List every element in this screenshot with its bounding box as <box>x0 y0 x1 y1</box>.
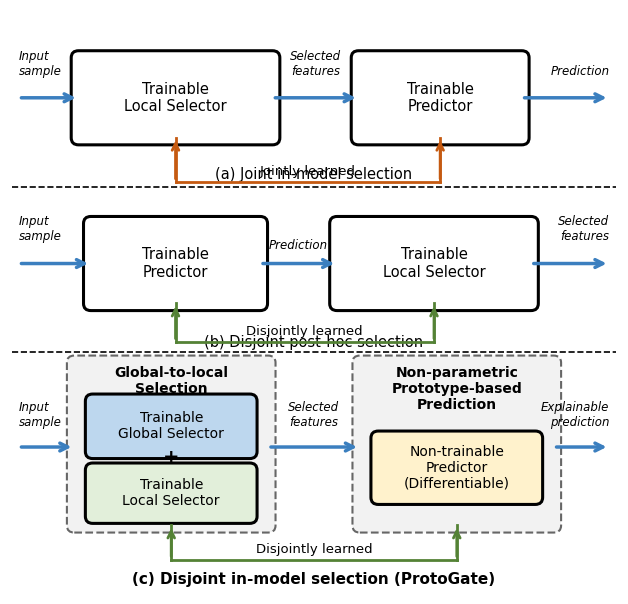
Text: Non-parametric
Prototype-based
Prediction: Non-parametric Prototype-based Predictio… <box>391 365 522 412</box>
Text: (c) Disjoint in-model selection (ProtoGate): (c) Disjoint in-model selection (ProtoGa… <box>133 571 495 586</box>
Text: Trainable
Local Selector: Trainable Local Selector <box>382 247 485 280</box>
FancyBboxPatch shape <box>352 356 561 533</box>
Text: Input
sample: Input sample <box>19 401 62 429</box>
Text: (b) Disjoint post-hoc selection: (b) Disjoint post-hoc selection <box>205 335 423 350</box>
Text: +: + <box>163 448 180 466</box>
Text: Disjointly learned: Disjointly learned <box>246 325 363 338</box>
Text: Non-trainable
Predictor
(Differentiable): Non-trainable Predictor (Differentiable) <box>404 445 510 491</box>
FancyBboxPatch shape <box>85 463 257 524</box>
FancyBboxPatch shape <box>330 216 538 310</box>
Text: Prediction: Prediction <box>269 239 328 252</box>
Text: Trainable
Predictor: Trainable Predictor <box>142 247 209 280</box>
Text: Prediction: Prediction <box>550 65 609 78</box>
Text: Input
sample: Input sample <box>19 50 62 78</box>
Text: Trainable
Local Selector: Trainable Local Selector <box>124 82 227 114</box>
Text: Jointly learned: Jointly learned <box>260 165 356 178</box>
FancyBboxPatch shape <box>71 51 280 145</box>
FancyBboxPatch shape <box>371 431 543 504</box>
Text: Disjointly learned: Disjointly learned <box>256 542 372 556</box>
Text: (a) Joint in-model selection: (a) Joint in-model selection <box>215 167 413 182</box>
FancyBboxPatch shape <box>67 356 276 533</box>
FancyBboxPatch shape <box>85 394 257 458</box>
Text: Selected
features: Selected features <box>288 401 340 429</box>
Text: Explainable
prediction: Explainable prediction <box>541 401 609 429</box>
Text: Selected
features: Selected features <box>558 216 609 243</box>
Text: Trainable
Local Selector: Trainable Local Selector <box>122 478 220 509</box>
Text: Trainable
Global Selector: Trainable Global Selector <box>118 411 224 442</box>
FancyBboxPatch shape <box>84 216 268 310</box>
Text: Global-to-local
Selection: Global-to-local Selection <box>114 365 228 396</box>
Text: Trainable
Predictor: Trainable Predictor <box>407 82 474 114</box>
Text: Input
sample: Input sample <box>19 216 62 243</box>
Text: Selected
features: Selected features <box>290 50 341 78</box>
FancyBboxPatch shape <box>351 51 529 145</box>
